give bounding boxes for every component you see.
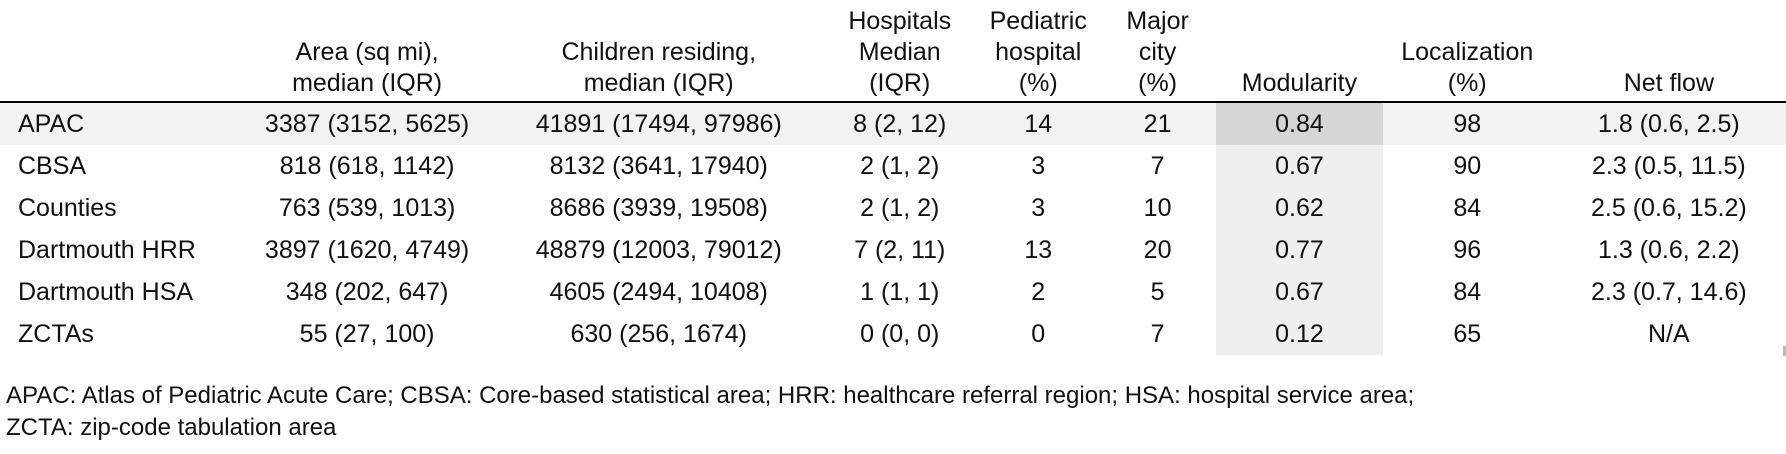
cell-children: 41891 (17494, 97986): [495, 102, 823, 145]
cell-major-city: 20: [1143, 235, 1172, 264]
cell-children: 48879 (12003, 79012): [535, 235, 782, 264]
cell-modularity: 0.67: [1216, 271, 1383, 313]
header-area: Area (sq mi), median (IQR): [238, 6, 496, 103]
cell-hospitals: 2 (1, 2): [860, 193, 940, 222]
edge-marker: [1783, 346, 1786, 356]
cell-hospitals: 8 (2, 12): [822, 102, 978, 145]
cell-hospitals: 2 (1, 2): [860, 151, 940, 180]
cell-net-flow: 2.5 (0.6, 15.2): [1591, 193, 1747, 222]
table-row-dartmouth-hrr: Dartmouth HRR 3897 (1620, 4749) 48879 (1…: [0, 229, 1786, 271]
cell-pediatric-hospital: 3: [1031, 193, 1046, 222]
cell-modularity: 0.67: [1216, 145, 1383, 187]
header-modularity: Modularity: [1216, 6, 1383, 103]
table-row-counties: Counties 763 (539, 1013) 8686 (3939, 195…: [0, 187, 1786, 229]
cell-children: 630 (256, 1674): [570, 319, 748, 348]
row-label: CBSA: [18, 151, 87, 180]
cell-hospitals: 7 (2, 11): [854, 235, 946, 264]
cell-area: 3387 (3152, 5625): [238, 102, 496, 145]
cell-localization: 90: [1453, 151, 1482, 180]
header-row: Area (sq mi), median (IQR) Children resi…: [0, 6, 1786, 103]
cell-pediatric-hospital: 0: [1031, 319, 1046, 348]
cell-pediatric-hospital: 2: [1031, 277, 1046, 306]
cell-localization: 96: [1453, 235, 1482, 264]
cell-net-flow: 1.3 (0.6, 2.2): [1597, 235, 1740, 264]
cell-major-city: 10: [1143, 193, 1172, 222]
summary-table: Area (sq mi), median (IQR) Children resi…: [0, 6, 1786, 355]
table-row-dartmouth-hsa: Dartmouth HSA 348 (202, 647) 4605 (2494,…: [0, 271, 1786, 313]
table-row-zctas: ZCTAs 55 (27, 100) 630 (256, 1674) 0 (0,…: [0, 313, 1786, 355]
cell-modularity: 0.84: [1216, 102, 1383, 145]
row-label: Dartmouth HRR: [18, 235, 196, 264]
header-hospitals: Hospitals Median (IQR): [822, 6, 978, 103]
table-row-apac: APAC 3387 (3152, 5625) 41891 (17494, 979…: [0, 102, 1786, 145]
cell-pediatric-hospital: 14: [977, 102, 1100, 145]
cell-major-city: 21: [1099, 102, 1217, 145]
cell-localization: 98: [1382, 102, 1552, 145]
cell-hospitals: 1 (1, 1): [860, 277, 940, 306]
cell-children: 8132 (3641, 17940): [549, 151, 768, 180]
footnote-line-2: ZCTA: zip-code tabulation area: [6, 414, 337, 441]
cell-children: 4605 (2494, 10408): [549, 277, 768, 306]
header-children-residing: Children residing, median (IQR): [495, 6, 823, 103]
cell-major-city: 5: [1150, 277, 1165, 306]
cell-modularity: 0.62: [1216, 187, 1383, 229]
cell-localization: 84: [1453, 193, 1482, 222]
cell-pediatric-hospital: 13: [1024, 235, 1053, 264]
cell-area: 818 (618, 1142): [279, 151, 455, 180]
row-label: APAC: [0, 102, 239, 145]
cell-children: 8686 (3939, 19508): [549, 193, 768, 222]
header-label-column: [0, 6, 239, 103]
cell-net-flow: 2.3 (0.5, 11.5): [1591, 151, 1746, 180]
header-localization: Localization (%): [1382, 6, 1552, 103]
cell-modularity: 0.77: [1216, 229, 1383, 271]
footnote-line-1: APAC: Atlas of Pediatric Acute Care; CBS…: [6, 382, 1415, 409]
cell-net-flow: N/A: [1648, 319, 1690, 348]
cell-area: 55 (27, 100): [299, 319, 435, 348]
cell-localization: 84: [1453, 277, 1482, 306]
cell-net-flow: 2.3 (0.7, 14.6): [1591, 277, 1747, 306]
cell-net-flow: 1.8 (0.6, 2.5): [1551, 102, 1786, 145]
cell-major-city: 7: [1150, 319, 1165, 348]
header-net-flow: Net flow: [1551, 6, 1786, 103]
cell-area: 3897 (1620, 4749): [264, 235, 470, 264]
cell-major-city: 7: [1150, 151, 1165, 180]
table-row-cbsa: CBSA 818 (618, 1142) 8132 (3641, 17940) …: [0, 145, 1786, 187]
header-pediatric-hospital: Pediatric hospital (%): [977, 6, 1100, 103]
cell-area: 348 (202, 647): [285, 277, 449, 306]
row-label: ZCTAs: [18, 319, 94, 348]
row-label: Dartmouth HSA: [18, 277, 194, 306]
cell-area: 763 (539, 1013): [278, 193, 456, 222]
cell-localization: 65: [1453, 319, 1482, 348]
cell-hospitals: 0 (0, 0): [860, 319, 940, 348]
cell-pediatric-hospital: 3: [1031, 151, 1046, 180]
header-major-city: Major city (%): [1099, 6, 1217, 103]
table-footnote: APAC: Atlas of Pediatric Acute Care; CBS…: [6, 380, 1414, 444]
row-label: Counties: [18, 193, 117, 222]
cell-modularity: 0.12: [1216, 313, 1383, 355]
